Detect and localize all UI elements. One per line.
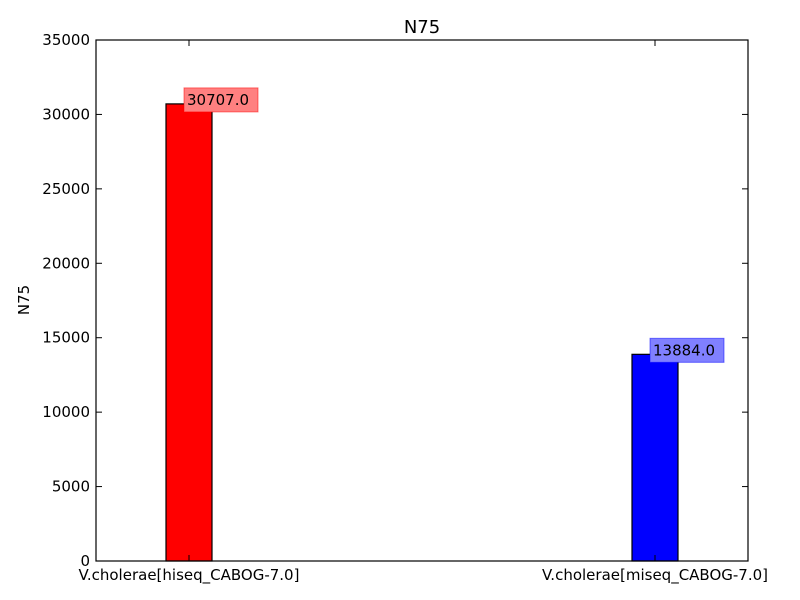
chart-title: N75 <box>404 17 440 38</box>
data-label-box <box>649 337 725 363</box>
y-tick-label: 35000 <box>42 31 90 49</box>
x-tick-label: V.cholerae[miseq_CABOG-7.0] <box>542 566 768 585</box>
y-tick-label: 20000 <box>42 254 90 272</box>
plot-area: 0 5000 10000 15000 20000 25000 30000 35000 V.cho… <box>42 31 768 585</box>
data-label-box <box>183 87 259 113</box>
y-axis-label: N75 <box>15 285 33 315</box>
x-tick-label: V.cholerae[hiseq_CABOG-7.0] <box>79 566 300 585</box>
data-label: 30707.0 <box>187 91 249 109</box>
y-tick-label: 30000 <box>42 105 90 123</box>
data-label: 13884.0 <box>653 341 715 359</box>
y-tick-label: 15000 <box>42 329 90 347</box>
plot-frame <box>95 39 749 562</box>
y-tick-label: 25000 <box>42 180 90 198</box>
y-tick-label: 5000 <box>52 478 90 496</box>
y-tick-label: 10000 <box>42 403 90 421</box>
bar <box>631 353 679 562</box>
bar <box>165 103 213 562</box>
y-tick-label: 0 <box>80 552 90 570</box>
